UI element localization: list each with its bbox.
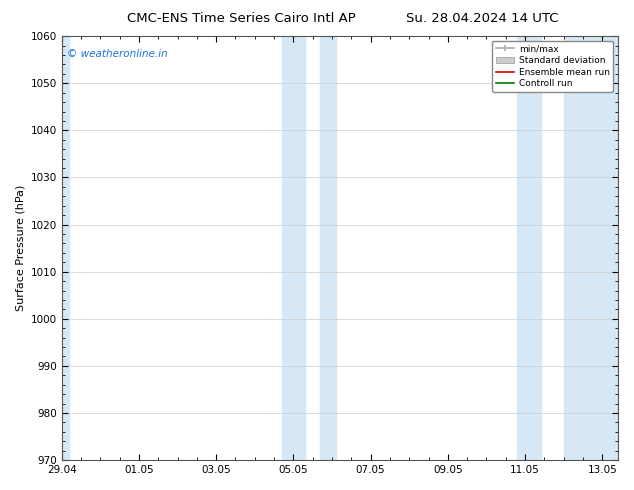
Text: © weatheronline.in: © weatheronline.in bbox=[67, 49, 168, 59]
Text: Su. 28.04.2024 14 UTC: Su. 28.04.2024 14 UTC bbox=[406, 12, 558, 25]
Bar bbox=[517, 36, 541, 460]
Y-axis label: Surface Pressure (hPa): Surface Pressure (hPa) bbox=[15, 185, 25, 311]
Text: CMC-ENS Time Series Cairo Intl AP: CMC-ENS Time Series Cairo Intl AP bbox=[127, 12, 355, 25]
Bar bbox=[61, 36, 68, 460]
Bar bbox=[281, 36, 305, 460]
Bar bbox=[320, 36, 336, 460]
Bar bbox=[564, 36, 618, 460]
Legend: min/max, Standard deviation, Ensemble mean run, Controll run: min/max, Standard deviation, Ensemble me… bbox=[493, 41, 613, 92]
